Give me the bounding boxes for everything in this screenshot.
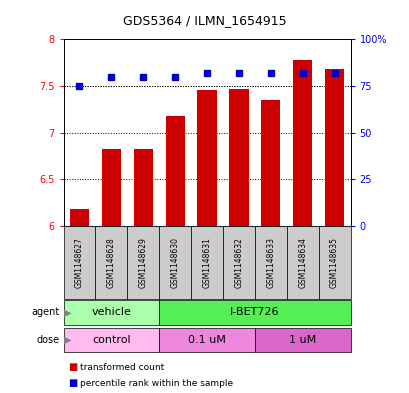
Bar: [63, 327, 159, 352]
Text: GSM1148630: GSM1148630: [170, 237, 179, 288]
Text: GSM1148627: GSM1148627: [75, 237, 84, 288]
Text: GSM1148628: GSM1148628: [107, 237, 116, 288]
Bar: [133, 149, 153, 226]
Text: dose: dose: [36, 335, 59, 345]
Text: GSM1148634: GSM1148634: [297, 237, 306, 288]
Bar: [101, 149, 121, 226]
Text: control: control: [92, 335, 130, 345]
Bar: [159, 226, 191, 299]
Bar: [159, 300, 350, 325]
Text: I-BET726: I-BET726: [229, 307, 279, 318]
Bar: [63, 300, 159, 325]
Text: ▶: ▶: [63, 307, 71, 318]
Text: GSM1148629: GSM1148629: [138, 237, 147, 288]
Text: 1 uM: 1 uM: [288, 335, 316, 345]
Text: GSM1148633: GSM1148633: [266, 237, 275, 288]
Bar: [165, 116, 184, 226]
Bar: [70, 209, 89, 226]
Text: ■: ■: [67, 362, 77, 373]
Bar: [229, 89, 248, 226]
Text: 0.1 uM: 0.1 uM: [188, 335, 225, 345]
Bar: [95, 226, 127, 299]
Text: ▶: ▶: [63, 335, 71, 345]
Text: GDS5364 / ILMN_1654915: GDS5364 / ILMN_1654915: [123, 15, 286, 28]
Bar: [292, 60, 312, 226]
Text: percentile rank within the sample: percentile rank within the sample: [80, 379, 232, 387]
Bar: [159, 327, 254, 352]
Bar: [222, 226, 254, 299]
Text: GSM1148635: GSM1148635: [329, 237, 338, 288]
Bar: [286, 226, 318, 299]
Text: ■: ■: [67, 378, 77, 388]
Text: vehicle: vehicle: [91, 307, 131, 318]
Bar: [254, 327, 350, 352]
Bar: [197, 90, 216, 226]
Bar: [63, 226, 95, 299]
Bar: [318, 226, 350, 299]
Bar: [324, 69, 343, 226]
Bar: [191, 226, 222, 299]
Text: GSM1148631: GSM1148631: [202, 237, 211, 288]
Text: GSM1148632: GSM1148632: [234, 237, 243, 288]
Text: agent: agent: [31, 307, 59, 318]
Bar: [254, 226, 286, 299]
Text: transformed count: transformed count: [80, 363, 164, 372]
Bar: [127, 226, 159, 299]
Bar: [261, 100, 280, 226]
